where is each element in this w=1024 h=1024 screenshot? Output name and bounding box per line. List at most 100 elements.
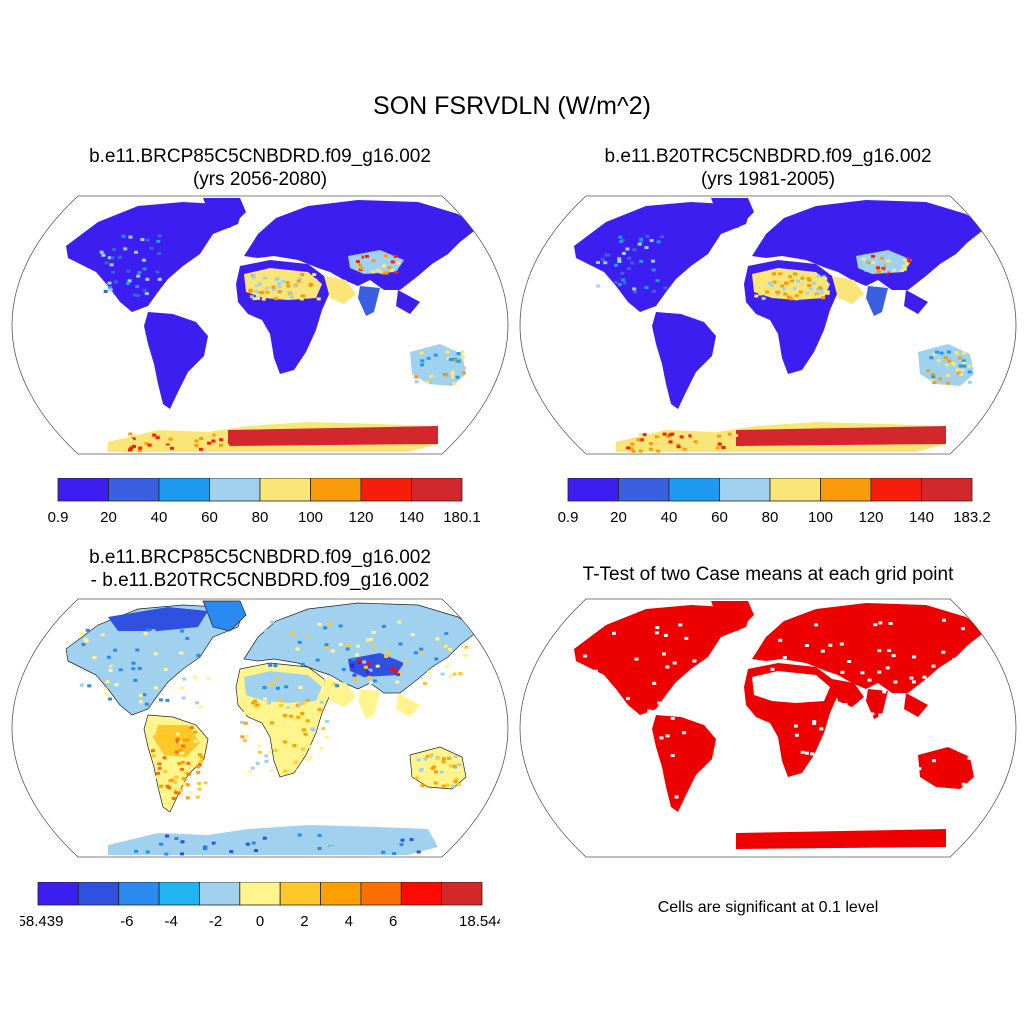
grid-cell (197, 763, 202, 767)
grid-cell (155, 436, 160, 440)
grid-cell (145, 850, 150, 854)
colorbar-box (870, 478, 922, 502)
grid-cell (820, 649, 825, 653)
grid-cell (416, 758, 421, 762)
region-eurasia (244, 200, 478, 290)
grid-cell (642, 433, 647, 437)
region-india (358, 286, 380, 316)
grid-cell (935, 350, 939, 354)
grid-cell (808, 285, 813, 289)
grid-cell (188, 641, 193, 644)
grid-cell (851, 754, 856, 758)
grid-cell (785, 289, 790, 293)
grid-cell (215, 843, 220, 847)
grid-cell (721, 446, 726, 449)
colorbar-box (618, 478, 670, 502)
grid-cell (266, 288, 271, 292)
grid-cell (641, 753, 646, 757)
grid-cell (809, 291, 814, 295)
grid-cell (397, 620, 402, 624)
grid-cell (317, 834, 322, 837)
grid-cell (460, 355, 465, 359)
grid-cell (819, 291, 824, 295)
grid-cell (625, 779, 630, 782)
grid-cell (621, 278, 625, 282)
grid-cell (692, 659, 697, 663)
grid-cell (266, 636, 271, 640)
grid-cell (656, 240, 661, 244)
grid-cell (445, 350, 450, 354)
grid-cell (816, 294, 821, 298)
grid-cell (807, 284, 811, 287)
grid-cell (118, 668, 123, 672)
grid-cell (941, 650, 946, 654)
grid-cell (259, 291, 264, 295)
grid-cell (257, 744, 261, 748)
grid-cell (811, 272, 816, 276)
grid-cell (297, 640, 302, 644)
grid-cell (277, 282, 281, 286)
grid-cell (599, 673, 603, 677)
grid-cell (174, 750, 179, 754)
grid-cell (149, 645, 153, 649)
grid-cell (800, 276, 805, 280)
grid-cell (257, 282, 262, 286)
grid-cell (188, 791, 193, 795)
grid-cell (403, 646, 408, 650)
grid-cell (649, 716, 654, 720)
grid-cell (678, 712, 683, 716)
grid-cell (261, 297, 266, 301)
grid-cell (324, 735, 329, 739)
grid-cell (967, 370, 972, 374)
grid-cell (860, 671, 865, 675)
grid-cell (163, 748, 168, 752)
grid-cell (174, 837, 179, 840)
grid-cell (303, 281, 308, 285)
grid-cell (932, 381, 937, 385)
grid-cell (660, 235, 664, 239)
grid-cell (269, 769, 274, 773)
grid-cell (967, 756, 972, 760)
grid-cell (644, 246, 649, 250)
panel-1-title-line2: (yrs 2056-2080) (192, 169, 328, 190)
grid-cell (773, 284, 778, 288)
grid-cell (888, 622, 893, 625)
grid-cell (335, 647, 340, 650)
grid-cell (283, 294, 288, 298)
grid-cell (620, 271, 625, 275)
grid-cell (366, 662, 371, 666)
grid-cell (636, 788, 641, 792)
grid-cell (937, 678, 942, 682)
grid-cell (899, 706, 904, 709)
grid-cell (256, 296, 260, 300)
colorbar-label: 80 (762, 509, 779, 526)
grid-cell (351, 657, 356, 661)
colorbar-label: 183.2 (953, 509, 990, 526)
colorbar-label: 0 (256, 913, 264, 930)
grid-cell (104, 261, 109, 265)
grid-cell (119, 448, 124, 452)
grid-cell (164, 852, 169, 856)
grid-cell (441, 381, 446, 385)
grid-cell (449, 764, 454, 768)
grid-cell (698, 771, 703, 775)
colorbar-label: 2 (300, 913, 308, 930)
grid-cell (882, 690, 887, 694)
map-content (65, 600, 479, 856)
grid-cell (323, 626, 328, 630)
region-india (866, 286, 888, 316)
grid-cell (435, 756, 440, 760)
grid-cell (824, 763, 829, 767)
grid-cell (871, 254, 875, 258)
grid-cell (198, 447, 203, 451)
panel-1-title-line1: b.e11.BRCP85C5CNBDRD.f09_g16.002 (89, 146, 431, 167)
grid-cell (969, 705, 974, 709)
grid-cell (159, 784, 163, 788)
grid-cell (387, 266, 392, 270)
grid-cell (367, 263, 372, 267)
grid-cell (903, 258, 908, 262)
grid-cell (941, 362, 946, 366)
region-seAsia (396, 693, 420, 717)
grid-cell (645, 766, 650, 770)
grid-cell (757, 286, 762, 289)
